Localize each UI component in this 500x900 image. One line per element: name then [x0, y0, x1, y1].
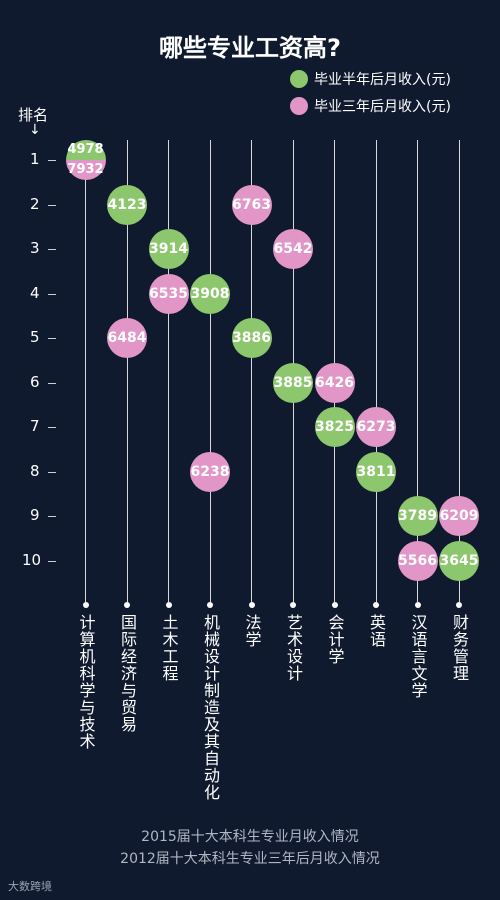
- rank-tick-label: 8: [30, 461, 40, 480]
- data-point-series-1: 3825: [314, 407, 355, 447]
- category-label: 艺术设计: [284, 614, 303, 682]
- category-label-group: 英语: [366, 602, 386, 648]
- category-line: [251, 140, 252, 602]
- rank-tick-mark: [48, 382, 56, 384]
- category-label: 法学: [242, 614, 262, 648]
- rank-tick-mark: [48, 249, 56, 250]
- category-line: [375, 140, 377, 602]
- rank-tick-mark: [48, 471, 56, 473]
- rank-tick-label: 10: [22, 550, 42, 569]
- data-point-series-2: 6426: [314, 362, 355, 403]
- category-dot-icon: [373, 602, 379, 608]
- data-point-series-2: 6484: [107, 318, 147, 358]
- data-point-series-1: 4978: [67, 142, 104, 157]
- category-label: 国际经济与贸易: [118, 614, 137, 733]
- rank-tick-label: 9: [30, 506, 40, 524]
- rank-arrow-icon: ↓: [29, 122, 41, 138]
- category-dot-icon: [414, 602, 421, 608]
- category-label-group: 财务管理: [449, 602, 469, 682]
- rank-tick-mark: [48, 204, 56, 206]
- data-point-series-1: 3789: [397, 496, 438, 536]
- category-dot-icon: [248, 602, 255, 608]
- category-line: [85, 140, 86, 602]
- data-point-series-1: 3645: [439, 540, 479, 581]
- rank-tick-mark: [48, 293, 56, 295]
- legend-swatch-icon: [290, 97, 308, 115]
- data-point-series-2: 6763: [231, 184, 272, 225]
- rank-tick-label: 6: [30, 372, 40, 391]
- category-line: [209, 140, 211, 602]
- category-label: 会计学: [325, 614, 345, 665]
- rank-tick-mark: [48, 560, 56, 562]
- category-label-group: 机械设计制造及其自动化: [200, 602, 220, 801]
- legend-item-1: 毕业半年后月收入(元): [290, 68, 500, 90]
- data-point-series-1: 3908: [190, 273, 230, 314]
- legend-label: 毕业半年后月收入(元): [314, 72, 451, 88]
- rank-tick-mark: [48, 427, 56, 428]
- data-point-series-1: 3885: [273, 362, 313, 403]
- data-point-series-1: 3811: [356, 451, 396, 492]
- category-label: 财务管理: [450, 614, 469, 682]
- rank-tick-mark: [48, 516, 56, 517]
- category-dot-icon: [331, 602, 338, 608]
- legend-label: 毕业三年后月收入(元): [314, 99, 451, 115]
- category-dot-icon: [124, 602, 130, 608]
- rank-tick-label: 2: [30, 194, 40, 213]
- category-label: 土木工程: [159, 614, 179, 682]
- source-line-2: 2012届十大本科生专业三年后月收入情况: [120, 851, 380, 867]
- category-dot-icon: [82, 602, 89, 608]
- category-line: [458, 140, 460, 602]
- data-point-series-2: 7932: [67, 162, 104, 177]
- rank-tick-label: 4: [30, 283, 40, 302]
- brand-logo-text: 大数跨境: [8, 880, 52, 893]
- category-dot-icon: [456, 602, 462, 608]
- category-label-group: 计算机科学与技术: [76, 602, 96, 750]
- rank-tick-label: 1: [30, 150, 40, 168]
- data-point-series-2: 6273: [356, 407, 396, 447]
- data-point-series-2: 5566: [397, 540, 438, 581]
- category-label: 汉语言文学: [408, 614, 428, 699]
- data-point-series-1: 4123: [107, 184, 147, 225]
- category-dot-icon: [207, 602, 213, 608]
- data-point-series-1: 3886: [231, 318, 272, 358]
- rank-tick-mark: [48, 160, 56, 161]
- category-label-group: 艺术设计: [283, 602, 303, 682]
- rank-tick-mark: [48, 338, 56, 339]
- category-dot-icon: [290, 602, 296, 608]
- data-point-series-2: 6542: [273, 229, 313, 269]
- category-label: 英语: [367, 614, 386, 648]
- category-line: [126, 140, 128, 602]
- category-label: 计算机科学与技术: [76, 614, 96, 750]
- legend-swatch-icon: [290, 70, 308, 88]
- category-label-group: 法学: [242, 602, 262, 648]
- data-point-series-2: 6238: [190, 451, 230, 492]
- category-dot-icon: [165, 602, 172, 608]
- data-point-series-1: 3914: [148, 229, 189, 269]
- data-point-shared: 4978 7932: [65, 140, 106, 180]
- data-point-series-2: 6535: [148, 273, 189, 314]
- chart-title: 哪些专业工资高?: [159, 34, 341, 62]
- rank-axis-label: 排名: [18, 106, 49, 124]
- legend-item-2: 毕业三年后月收入(元): [290, 95, 500, 117]
- category-label: 机械设计制造及其自动化: [201, 614, 220, 801]
- category-label-group: 国际经济与贸易: [117, 602, 137, 733]
- category-label-group: 会计学: [325, 602, 345, 665]
- rank-tick-label: 3: [30, 239, 40, 257]
- category-label-group: 土木工程: [159, 602, 179, 682]
- category-line: [417, 140, 418, 602]
- category-label-group: 汉语言文学: [408, 602, 428, 699]
- rank-tick-label: 5: [30, 328, 40, 346]
- data-point-series-2: 6209: [439, 496, 479, 536]
- rank-tick-label: 7: [30, 417, 40, 435]
- source-line-1: 2015届十大本科生专业月收入情况: [141, 829, 359, 845]
- category-line: [168, 140, 169, 602]
